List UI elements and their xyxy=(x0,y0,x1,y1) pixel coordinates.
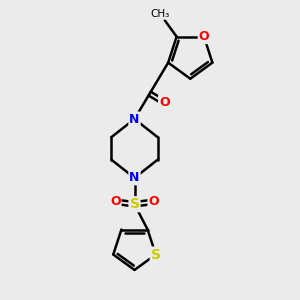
Text: O: O xyxy=(110,195,121,208)
Text: S: S xyxy=(151,248,161,262)
Text: S: S xyxy=(130,197,140,211)
Text: O: O xyxy=(159,96,169,109)
Text: N: N xyxy=(129,171,140,184)
Text: N: N xyxy=(129,112,140,125)
Text: O: O xyxy=(148,195,159,208)
Text: CH₃: CH₃ xyxy=(151,9,170,19)
Text: O: O xyxy=(199,30,209,43)
